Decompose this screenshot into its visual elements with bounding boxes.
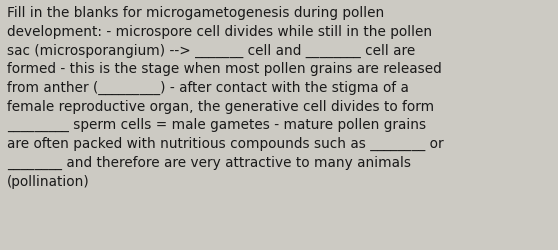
Text: Fill in the blanks for microgametogenesis during pollen
development: - microspor: Fill in the blanks for microgametogenesi… <box>7 6 444 188</box>
